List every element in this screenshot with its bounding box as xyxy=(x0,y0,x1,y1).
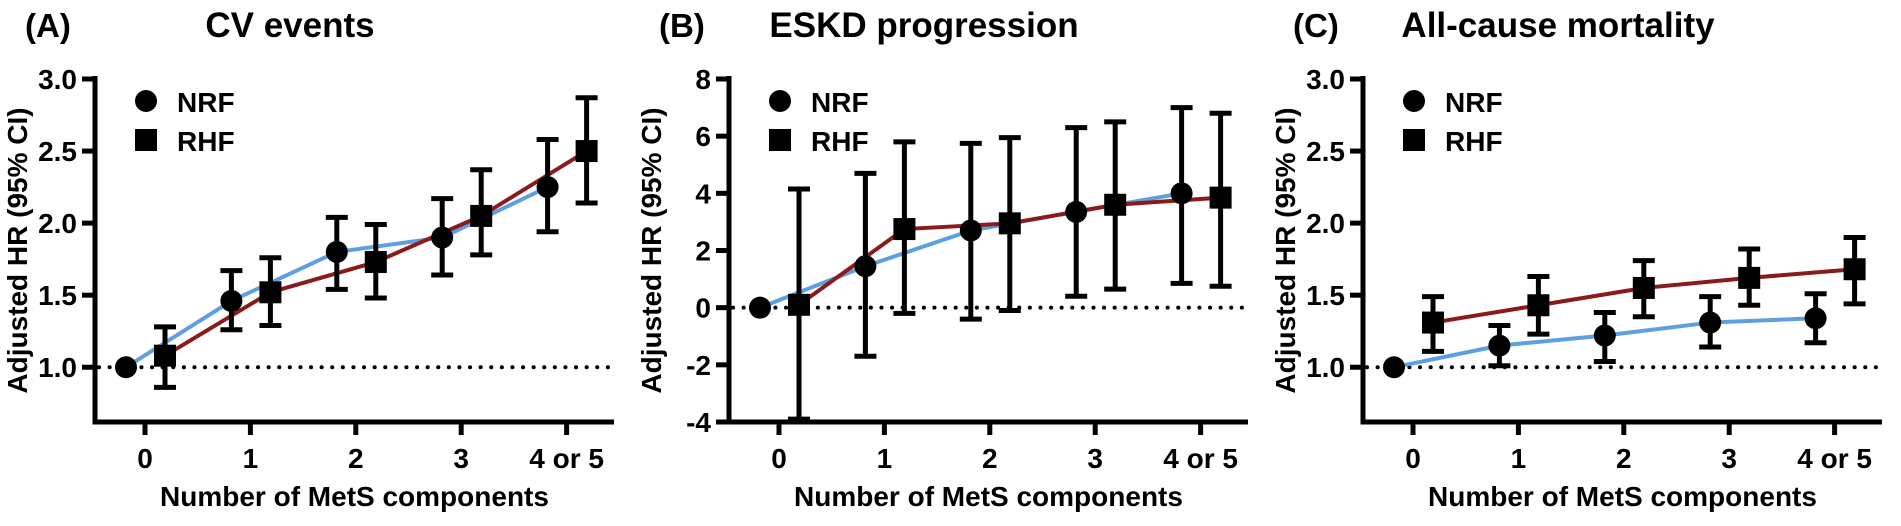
y-axis-title: Adjusted HR (95% CI) xyxy=(636,107,667,393)
nrf-marker xyxy=(115,356,137,379)
panel-b-chart: -4 -2 0 2 4 6 8 0 1 2 3 4 or 5 Adjusted HR (95% CI) N… xyxy=(636,6,1254,512)
rhf-legend-label: RHF xyxy=(1445,126,1503,157)
rhf-marker xyxy=(259,281,282,304)
x-tick-label: 3 xyxy=(1721,443,1737,474)
y-axis-title: Adjusted HR (95% CI) xyxy=(2,107,33,393)
rhf-marker xyxy=(1104,193,1127,216)
nrf-marker xyxy=(325,240,348,263)
nrf-marker xyxy=(749,296,771,319)
x-tick-label: 0 xyxy=(1405,443,1421,474)
rhf-legend-icon xyxy=(135,129,157,151)
y-tick-label: 8 xyxy=(695,64,711,95)
nrf-legend-label: NRF xyxy=(811,87,869,118)
y-tick-label: 1.0 xyxy=(1306,352,1345,383)
nrf-marker xyxy=(1804,307,1827,330)
panel-a-chart: 1.0 1.5 2.0 2.5 3.0 0 1 2 3 4 or 5 Adjusted HR (95… xyxy=(2,6,620,512)
rhf-marker xyxy=(575,140,598,163)
nrf-legend-label: NRF xyxy=(177,87,235,118)
rhf-marker xyxy=(1843,258,1866,281)
rhf-marker xyxy=(1738,266,1761,289)
y-tick-label: 6 xyxy=(695,121,711,152)
rhf-marker xyxy=(154,344,176,367)
y-tick-label: 2.5 xyxy=(1306,136,1345,167)
panel-title: ESKD progression xyxy=(769,6,1078,45)
rhf-marker xyxy=(1527,294,1550,317)
nrf-legend-icon xyxy=(1403,90,1425,112)
rhf-marker xyxy=(1422,311,1444,334)
nrf-marker xyxy=(959,219,982,242)
nrf-marker xyxy=(1065,200,1088,223)
panel-letter: (C) xyxy=(1293,7,1339,44)
x-tick-label: 2 xyxy=(348,443,364,474)
x-tick-label: 4 or 5 xyxy=(1797,443,1872,474)
panel-title: All-cause mortality xyxy=(1401,6,1715,45)
y-tick-label: -2 xyxy=(686,350,711,381)
nrf-marker xyxy=(854,255,877,278)
nrf-marker xyxy=(536,176,559,199)
x-tick-label: 4 or 5 xyxy=(1163,443,1238,474)
x-tick-label: 2 xyxy=(982,443,998,474)
x-tick-label: 3 xyxy=(1087,443,1103,474)
rhf-legend-label: RHF xyxy=(811,126,869,157)
y-tick-label: 4 xyxy=(695,178,711,209)
rhf-marker xyxy=(893,218,916,241)
panel-letter: (A) xyxy=(25,7,71,44)
rhf-marker xyxy=(470,204,493,227)
y-tick-label: 2.0 xyxy=(1306,208,1345,239)
nrf-marker xyxy=(1593,324,1616,347)
x-tick-label: 1 xyxy=(243,443,259,474)
y-tick-label: 3.0 xyxy=(1306,64,1345,95)
panel-c: 1.0 1.5 2.0 2.5 3.0 0 1 2 3 4 or 5 Adjusted HR (95… xyxy=(1268,0,1901,526)
panel-b: -4 -2 0 2 4 6 8 0 1 2 3 4 or 5 Adjusted HR (95% CI) N… xyxy=(634,0,1268,526)
rhf-legend-icon xyxy=(769,129,791,151)
nrf-legend-label: NRF xyxy=(1445,87,1503,118)
nrf-marker xyxy=(220,289,243,312)
panel-title: CV events xyxy=(205,6,374,45)
x-tick-label: 2 xyxy=(1616,443,1632,474)
y-tick-label: -4 xyxy=(686,407,711,438)
x-tick-label: 1 xyxy=(877,443,893,474)
rhf-marker xyxy=(998,212,1021,235)
panel-a: 1.0 1.5 2.0 2.5 3.0 0 1 2 3 4 or 5 Adjusted HR (95… xyxy=(0,0,634,526)
nrf-marker xyxy=(1699,311,1722,334)
x-axis-title: Number of MetS components xyxy=(160,481,549,512)
nrf-marker xyxy=(1488,334,1511,357)
y-tick-label: 1.0 xyxy=(38,352,77,383)
x-axis-title: Number of MetS components xyxy=(1428,481,1817,512)
panel-letter: (B) xyxy=(659,7,705,44)
y-tick-label: 3.0 xyxy=(38,64,77,95)
rhf-marker xyxy=(1632,276,1655,299)
rhf-marker xyxy=(788,293,810,316)
x-tick-label: 4 or 5 xyxy=(529,443,604,474)
y-tick-label: 0 xyxy=(695,293,711,324)
nrf-legend-icon xyxy=(135,90,157,112)
y-tick-label: 2.5 xyxy=(38,136,77,167)
x-tick-label: 3 xyxy=(453,443,469,474)
x-tick-label: 1 xyxy=(1511,443,1527,474)
y-axis-title: Adjusted HR (95% CI) xyxy=(1270,107,1301,393)
nrf-legend-icon xyxy=(769,90,791,112)
nrf-marker xyxy=(431,226,454,249)
y-tick-label: 1.5 xyxy=(1306,280,1345,311)
rhf-marker xyxy=(364,251,387,274)
nrf-marker xyxy=(1383,356,1405,379)
y-tick-label: 2.0 xyxy=(38,208,77,239)
x-tick-label: 0 xyxy=(137,443,153,474)
x-axis-title: Number of MetS components xyxy=(794,481,1183,512)
rhf-legend-icon xyxy=(1403,129,1425,151)
y-tick-label: 1.5 xyxy=(38,280,77,311)
nrf-marker xyxy=(1170,182,1193,205)
rhf-legend-label: RHF xyxy=(177,126,235,157)
panel-c-chart: 1.0 1.5 2.0 2.5 3.0 0 1 2 3 4 or 5 Adjusted HR (95… xyxy=(1270,6,1888,512)
x-tick-label: 0 xyxy=(771,443,787,474)
y-tick-label: 2 xyxy=(695,236,711,267)
rhf-marker xyxy=(1209,186,1232,209)
